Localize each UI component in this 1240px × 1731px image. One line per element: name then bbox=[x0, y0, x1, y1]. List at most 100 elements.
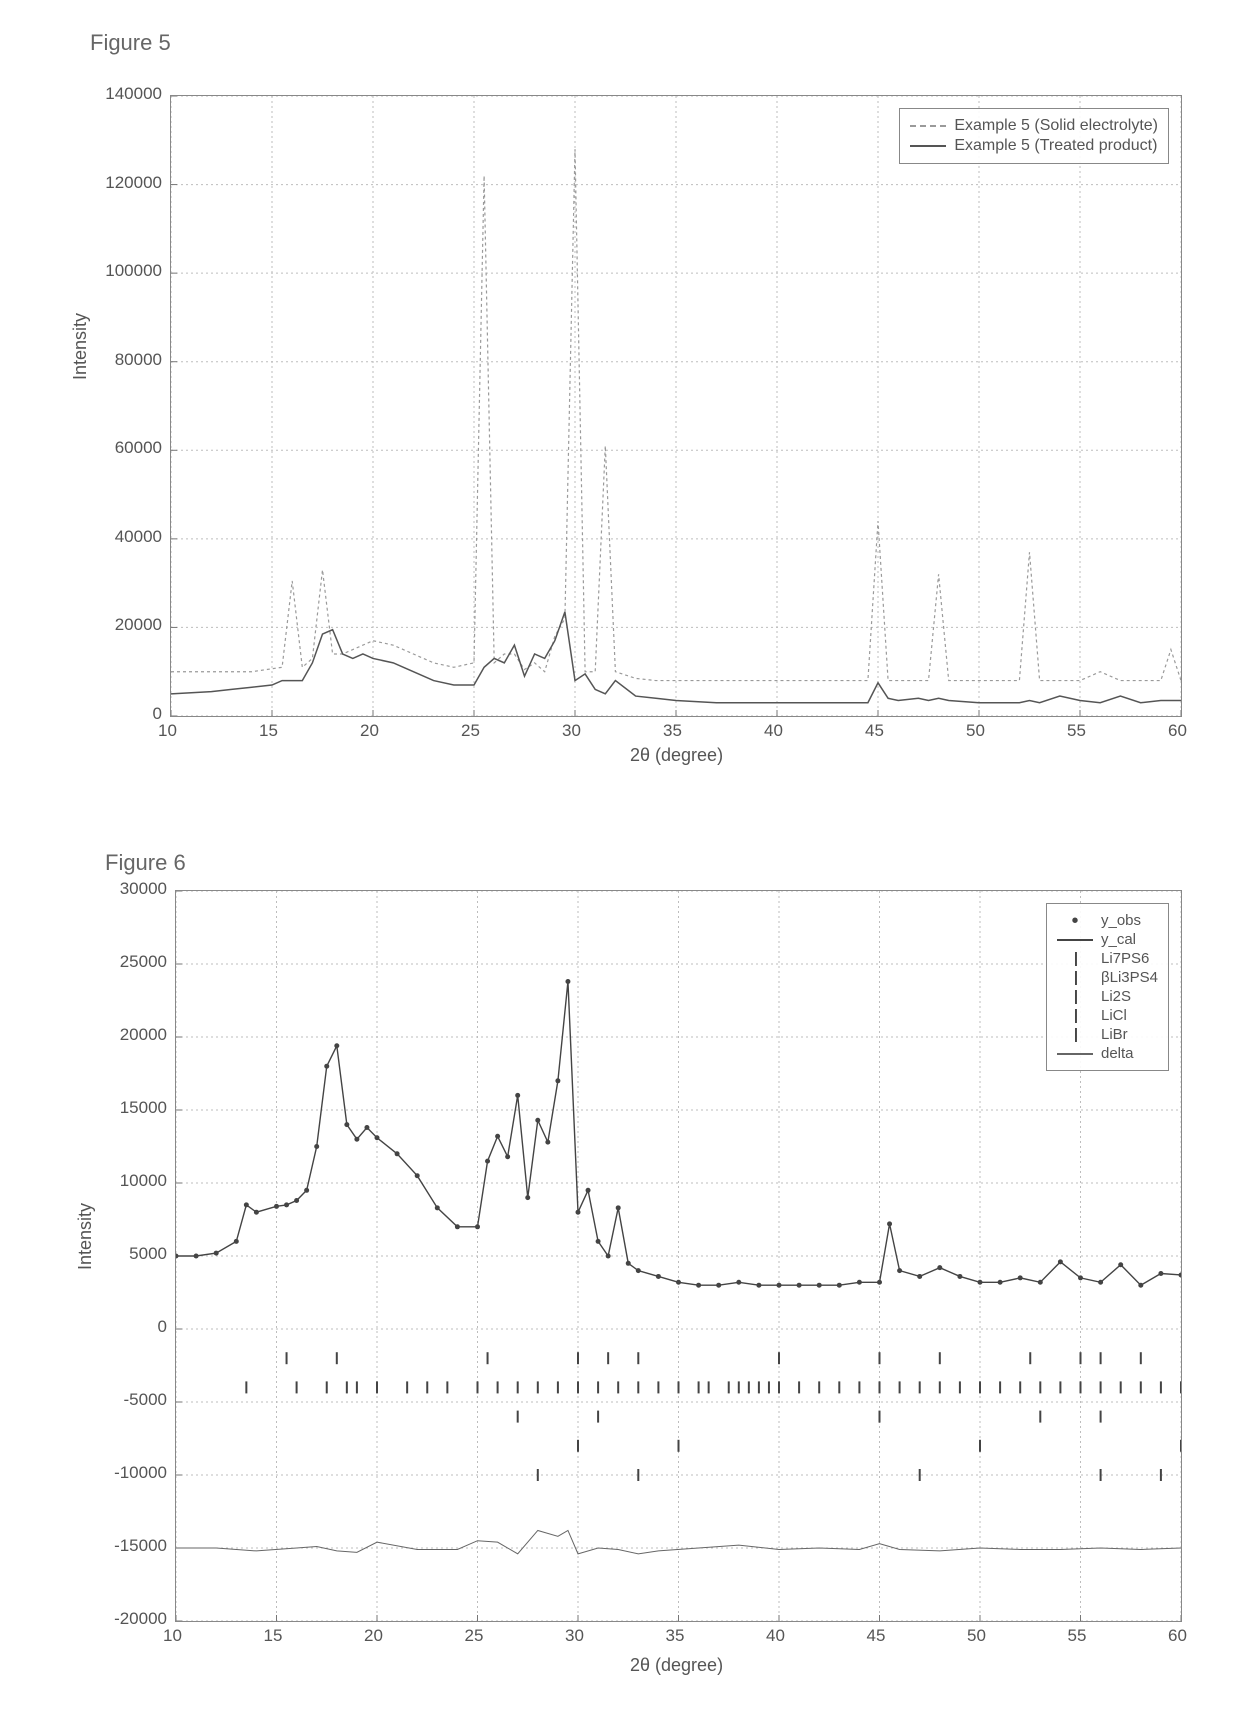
figure5-ylabel: Intensity bbox=[70, 313, 91, 380]
yobs-point bbox=[364, 1125, 369, 1130]
yobs-point bbox=[314, 1144, 319, 1149]
legend-row: y_cal bbox=[1057, 931, 1158, 948]
yobs-point bbox=[596, 1239, 601, 1244]
yobs-point bbox=[545, 1140, 550, 1145]
legend-swatch: | bbox=[1057, 988, 1093, 1005]
yobs-point bbox=[475, 1224, 480, 1229]
yobs-point bbox=[857, 1280, 862, 1285]
xtick-label: 55 bbox=[1067, 721, 1086, 741]
yobs-point bbox=[877, 1280, 882, 1285]
yobs-point bbox=[194, 1254, 199, 1259]
figure6-ylabel: Intensity bbox=[75, 1203, 96, 1270]
xtick-label: 45 bbox=[865, 721, 884, 741]
xtick-label: 10 bbox=[163, 1626, 182, 1646]
legend-row: • y_obs bbox=[1057, 912, 1158, 929]
yobs-point bbox=[254, 1210, 259, 1215]
yobs-point bbox=[375, 1135, 380, 1140]
yobs-point bbox=[1138, 1283, 1143, 1288]
ytick-label: 20000 bbox=[82, 615, 162, 635]
legend-label: Example 5 (Solid electrolyte) bbox=[954, 117, 1158, 135]
yobs-point bbox=[354, 1137, 359, 1142]
xtick-label: 35 bbox=[663, 721, 682, 741]
yobs-point bbox=[1078, 1275, 1083, 1280]
ytick-label: 0 bbox=[87, 1317, 167, 1337]
yobs-point bbox=[1158, 1271, 1163, 1276]
yobs-point bbox=[736, 1280, 741, 1285]
yobs-point bbox=[415, 1173, 420, 1178]
xtick-label: 40 bbox=[766, 1626, 785, 1646]
yobs-point bbox=[455, 1224, 460, 1229]
yobs-point bbox=[495, 1134, 500, 1139]
figure6-svg bbox=[176, 891, 1181, 1621]
yobs-point bbox=[837, 1283, 842, 1288]
ytick-label: 30000 bbox=[87, 879, 167, 899]
yobs-point bbox=[176, 1254, 179, 1259]
legend-label: Li7PS6 bbox=[1101, 950, 1149, 967]
figure6-xlabel: 2θ (degree) bbox=[630, 1655, 723, 1676]
xtick-label: 30 bbox=[562, 721, 581, 741]
figure5-svg bbox=[171, 96, 1181, 716]
legend-swatch bbox=[910, 125, 946, 127]
yobs-point bbox=[696, 1283, 701, 1288]
legend-label: y_obs bbox=[1101, 912, 1141, 929]
ytick-label: 100000 bbox=[82, 261, 162, 281]
yobs-point bbox=[525, 1195, 530, 1200]
legend-row: delta bbox=[1057, 1045, 1158, 1062]
legend-row-solid-electrolyte: Example 5 (Solid electrolyte) bbox=[910, 117, 1158, 135]
legend-label: LiCl bbox=[1101, 1007, 1127, 1024]
ytick-label: 15000 bbox=[87, 1098, 167, 1118]
legend-row: |LiBr bbox=[1057, 1026, 1158, 1043]
figure6-label: Figure 6 bbox=[105, 850, 186, 876]
yobs-point bbox=[917, 1274, 922, 1279]
yobs-point bbox=[214, 1251, 219, 1256]
legend-row: |LiCl bbox=[1057, 1007, 1158, 1024]
xtick-label: 40 bbox=[764, 721, 783, 741]
legend-label: Li2S bbox=[1101, 988, 1131, 1005]
ytick-label: 40000 bbox=[82, 527, 162, 547]
yobs-point bbox=[274, 1204, 279, 1209]
yobs-point bbox=[1058, 1259, 1063, 1264]
yobs-point bbox=[555, 1078, 560, 1083]
legend-swatch bbox=[910, 145, 946, 147]
yobs-point bbox=[535, 1118, 540, 1123]
yobs-point bbox=[817, 1283, 822, 1288]
ytick-label: -5000 bbox=[87, 1390, 167, 1410]
yobs-point bbox=[636, 1268, 641, 1273]
xtick-label: 35 bbox=[666, 1626, 685, 1646]
yobs-point bbox=[505, 1154, 510, 1159]
yobs-point bbox=[324, 1064, 329, 1069]
yobs-point bbox=[1098, 1280, 1103, 1285]
ytick-label: -15000 bbox=[87, 1536, 167, 1556]
xtick-label: 60 bbox=[1168, 1626, 1187, 1646]
ytick-label: 25000 bbox=[87, 952, 167, 972]
figure5-legend: Example 5 (Solid electrolyte) Example 5 … bbox=[899, 108, 1169, 164]
yobs-point bbox=[515, 1093, 520, 1098]
yobs-point bbox=[998, 1280, 1003, 1285]
xtick-label: 15 bbox=[259, 721, 278, 741]
yobs-point bbox=[626, 1261, 631, 1266]
xtick-label: 50 bbox=[967, 1626, 986, 1646]
legend-row-treated-product: Example 5 (Treated product) bbox=[910, 137, 1158, 155]
yobs-point bbox=[304, 1188, 309, 1193]
series-line bbox=[171, 149, 1181, 680]
figure6-plot: •y_obsy_cal|Li7PS6|βLi3PS4|Li2S|LiCl|LiB… bbox=[175, 890, 1182, 1622]
legend-row: | Li7PS6 bbox=[1057, 950, 1158, 967]
ytick-label: 60000 bbox=[82, 438, 162, 458]
xtick-label: 50 bbox=[966, 721, 985, 741]
figure5-plot: Example 5 (Solid electrolyte) Example 5 … bbox=[170, 95, 1182, 717]
legend-swatch: • bbox=[1057, 916, 1093, 926]
yobs-point bbox=[1038, 1280, 1043, 1285]
yobs-point bbox=[978, 1280, 983, 1285]
legend-label: βLi3PS4 bbox=[1101, 969, 1158, 986]
xtick-label: 25 bbox=[465, 1626, 484, 1646]
yobs-point bbox=[344, 1122, 349, 1127]
legend-swatch: | bbox=[1057, 950, 1093, 967]
yobs-point bbox=[586, 1188, 591, 1193]
yobs-point bbox=[887, 1221, 892, 1226]
ytick-label: 140000 bbox=[82, 84, 162, 104]
yobs-point bbox=[957, 1274, 962, 1279]
xtick-label: 55 bbox=[1068, 1626, 1087, 1646]
ytick-label: 80000 bbox=[82, 350, 162, 370]
yobs-point bbox=[576, 1210, 581, 1215]
ytick-label: -20000 bbox=[87, 1609, 167, 1629]
